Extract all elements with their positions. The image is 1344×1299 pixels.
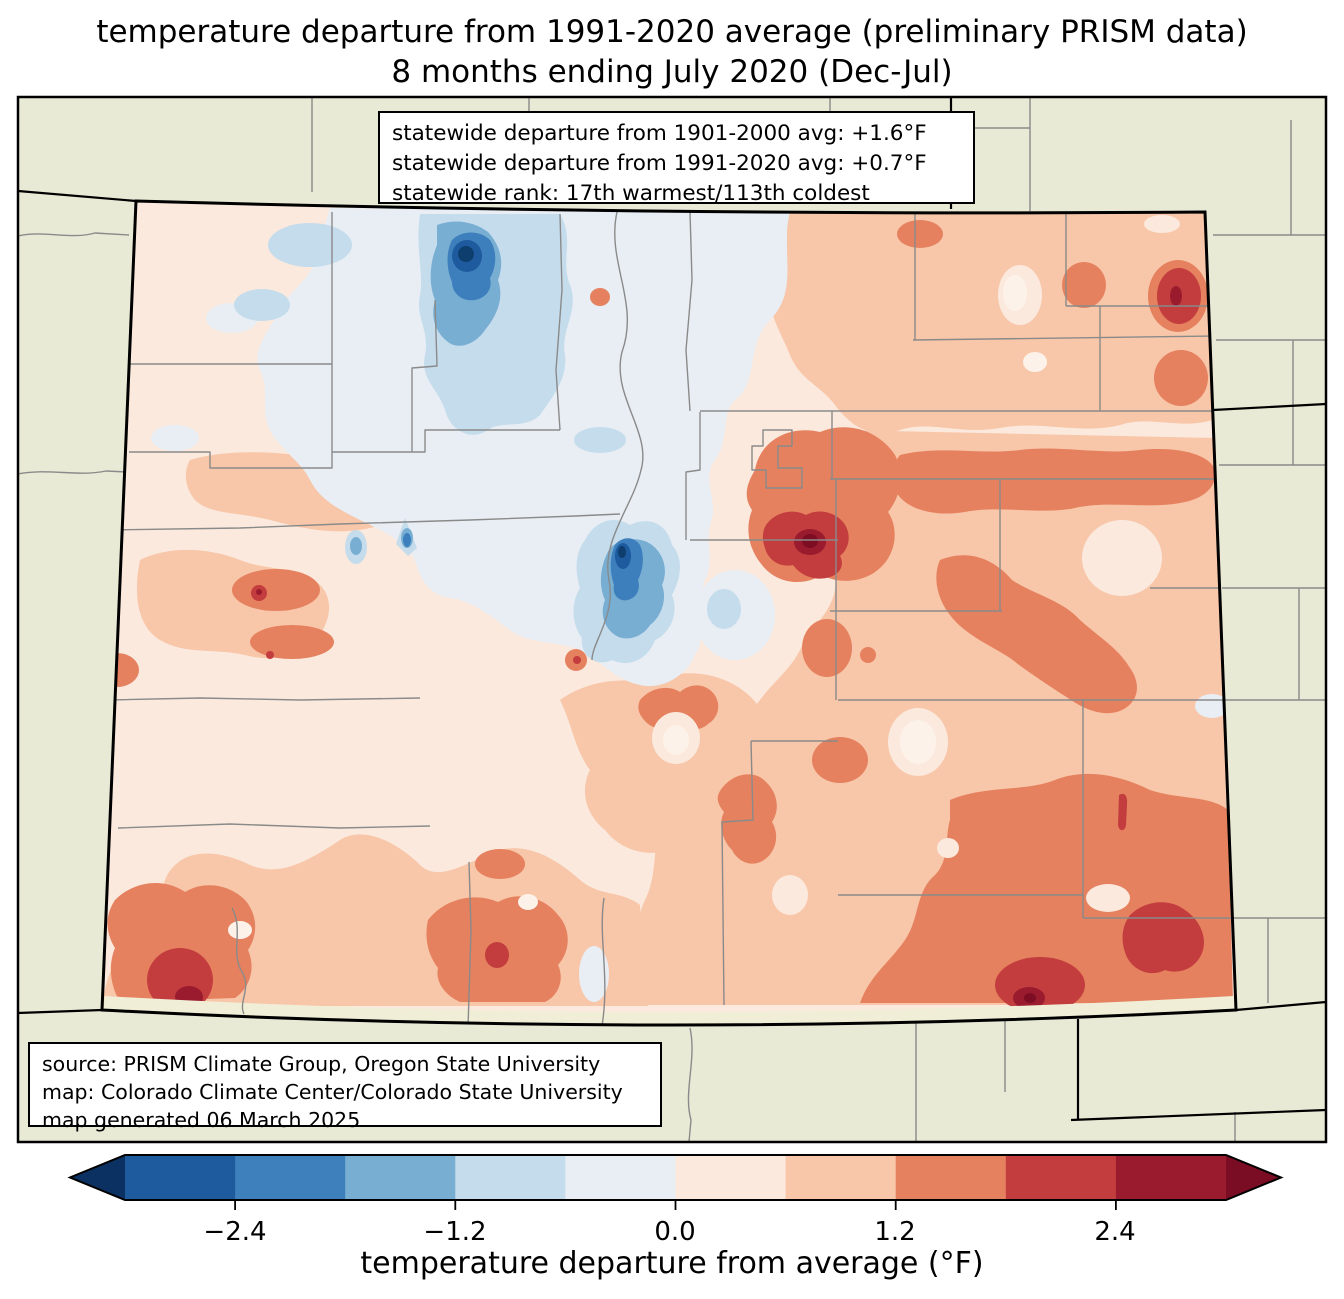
source-line: source: PRISM Climate Group, Oregon Stat… bbox=[42, 1052, 601, 1076]
colorbar-under-arrow bbox=[70, 1155, 125, 1200]
stats-line-1901-2000: statewide departure from 1901-2000 avg: … bbox=[392, 121, 927, 146]
colorado-state-border bbox=[100, 199, 1238, 1027]
colorbar-axis-label: temperature departure from average (°F) bbox=[360, 1246, 984, 1281]
stats-line-rank: statewide rank: 17th warmest/113th colde… bbox=[392, 181, 870, 206]
temperature-surface bbox=[102, 201, 1236, 1025]
tick-label: 2.4 bbox=[1094, 1217, 1135, 1247]
colorbar: −2.4 −1.2 0.0 1.2 2.4 bbox=[67, 1154, 1284, 1247]
colorbar-segments bbox=[125, 1155, 1227, 1200]
figure-title-line2: 8 months ending July 2020 (Dec-Jul) bbox=[391, 54, 953, 90]
map-frame bbox=[16, 95, 1328, 1144]
source-attribution-box: source: PRISM Climate Group, Oregon Stat… bbox=[28, 1042, 662, 1132]
colorbar-tick-labels: −2.4 −1.2 0.0 1.2 2.4 bbox=[203, 1217, 1135, 1247]
colorado-county-lines bbox=[102, 211, 1231, 1025]
statewide-stats-box: statewide departure from 1901-2000 avg: … bbox=[378, 111, 975, 206]
tick-label: 1.2 bbox=[874, 1217, 915, 1247]
figure-title-line1: temperature departure from 1991-2020 ave… bbox=[96, 14, 1248, 50]
generated-date-line: map generated 06 March 2025 bbox=[42, 1108, 361, 1132]
tick-label: 0.0 bbox=[654, 1217, 695, 1247]
map-credit-line: map: Colorado Climate Center/Colorado St… bbox=[42, 1080, 623, 1104]
colorbar-over-arrow bbox=[1226, 1155, 1281, 1200]
colorbar-outline bbox=[67, 1154, 1284, 1201]
colorbar-ticks bbox=[234, 1200, 1117, 1210]
tick-label: −2.4 bbox=[203, 1217, 266, 1247]
stats-line-1991-2020: statewide departure from 1991-2020 avg: … bbox=[392, 151, 927, 176]
tick-label: −1.2 bbox=[423, 1217, 486, 1247]
neighbor-state-borders bbox=[18, 97, 1326, 1122]
